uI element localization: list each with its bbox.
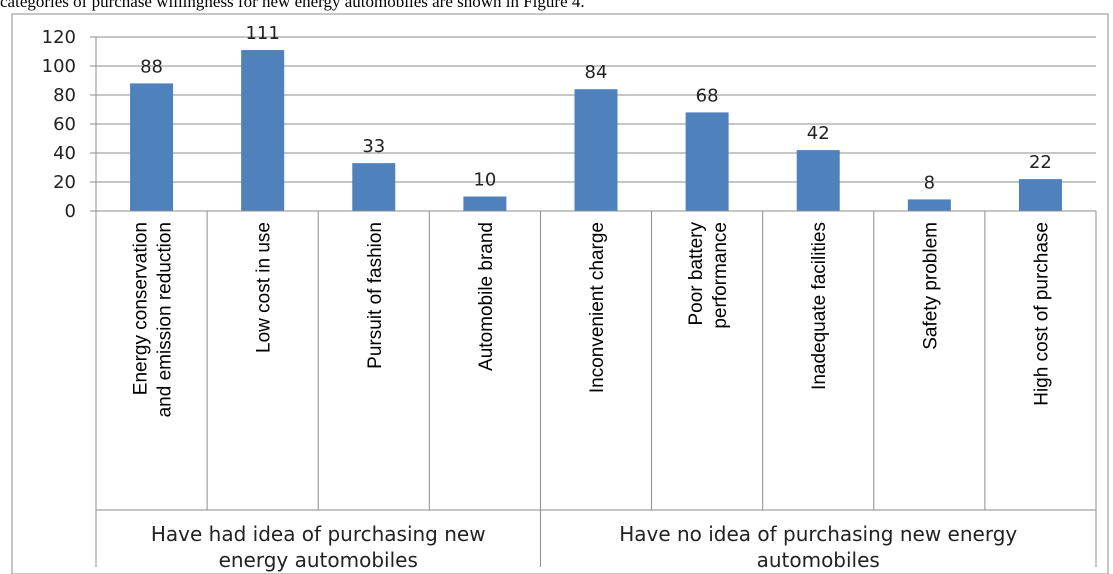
figure-caption: categories of purchase willingness for n… bbox=[0, 0, 585, 11]
data-label: 42 bbox=[807, 123, 830, 144]
bar bbox=[907, 199, 951, 211]
y-tick-label: 120 bbox=[42, 27, 76, 48]
y-tick-label: 60 bbox=[53, 114, 76, 135]
bar bbox=[574, 89, 618, 211]
y-tick-label: 20 bbox=[53, 172, 76, 193]
category-label: Inconvenient charge bbox=[587, 222, 608, 393]
data-label: 33 bbox=[362, 136, 385, 157]
data-label: 68 bbox=[696, 85, 719, 106]
data-label: 111 bbox=[245, 23, 279, 44]
group-label: Have had idea of purchasing new energy au… bbox=[151, 522, 486, 572]
bar bbox=[1018, 179, 1062, 211]
bar bbox=[463, 196, 507, 211]
data-label: 10 bbox=[473, 170, 496, 191]
category-label: Automobile brand bbox=[476, 222, 497, 371]
y-tick-label: 40 bbox=[53, 143, 76, 164]
y-axis: 0 20 40 60 80 100 120 bbox=[42, 27, 97, 222]
category-label: Pursuit of fashion bbox=[365, 222, 386, 369]
y-tick-label: 100 bbox=[42, 56, 76, 77]
bar bbox=[130, 83, 174, 211]
category-label: Inadequate facilities bbox=[809, 222, 830, 390]
bar bbox=[241, 50, 285, 211]
category-label: High cost of purchase bbox=[1031, 222, 1052, 406]
data-label: 8 bbox=[924, 172, 935, 193]
data-label: 88 bbox=[140, 56, 163, 77]
x-axis: Energy conservation and emission reductio… bbox=[95, 210, 1097, 572]
data-label: 22 bbox=[1029, 152, 1052, 173]
data-label: 84 bbox=[585, 62, 608, 83]
bar bbox=[685, 112, 729, 211]
category-label: Safety problem bbox=[920, 222, 941, 350]
bar bbox=[796, 150, 840, 211]
chart-frame bbox=[11, 13, 1109, 574]
category-label: Energy conservation and emission reductio… bbox=[131, 222, 176, 417]
category-label: Poor battery performance bbox=[686, 222, 731, 329]
bars: 88 111 33 10 84 68 42 8 22 bbox=[130, 23, 1062, 211]
y-tick-label: 0 bbox=[65, 201, 76, 222]
group-label: Have no idea of purchasing new energy aut… bbox=[619, 522, 1017, 572]
y-tick-label: 80 bbox=[53, 85, 76, 106]
category-label: Low cost in use bbox=[254, 222, 275, 353]
bar bbox=[352, 163, 396, 211]
